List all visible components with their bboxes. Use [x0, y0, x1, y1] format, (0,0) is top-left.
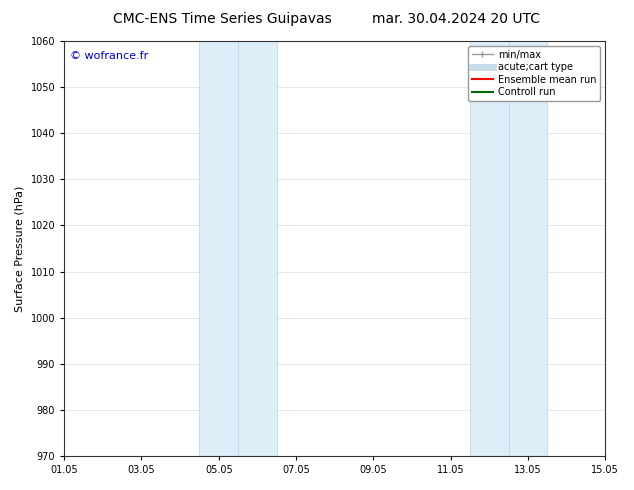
Bar — [238, 41, 276, 456]
Y-axis label: Surface Pressure (hPa): Surface Pressure (hPa) — [15, 185, 25, 312]
Legend: min/max, acute;cart type, Ensemble mean run, Controll run: min/max, acute;cart type, Ensemble mean … — [468, 46, 600, 101]
Text: CMC-ENS Time Series Guipavas: CMC-ENS Time Series Guipavas — [112, 12, 332, 26]
Bar — [470, 41, 508, 456]
Text: mar. 30.04.2024 20 UTC: mar. 30.04.2024 20 UTC — [373, 12, 540, 26]
Bar — [200, 41, 238, 456]
Text: © wofrance.fr: © wofrance.fr — [70, 51, 148, 61]
Bar — [508, 41, 547, 456]
